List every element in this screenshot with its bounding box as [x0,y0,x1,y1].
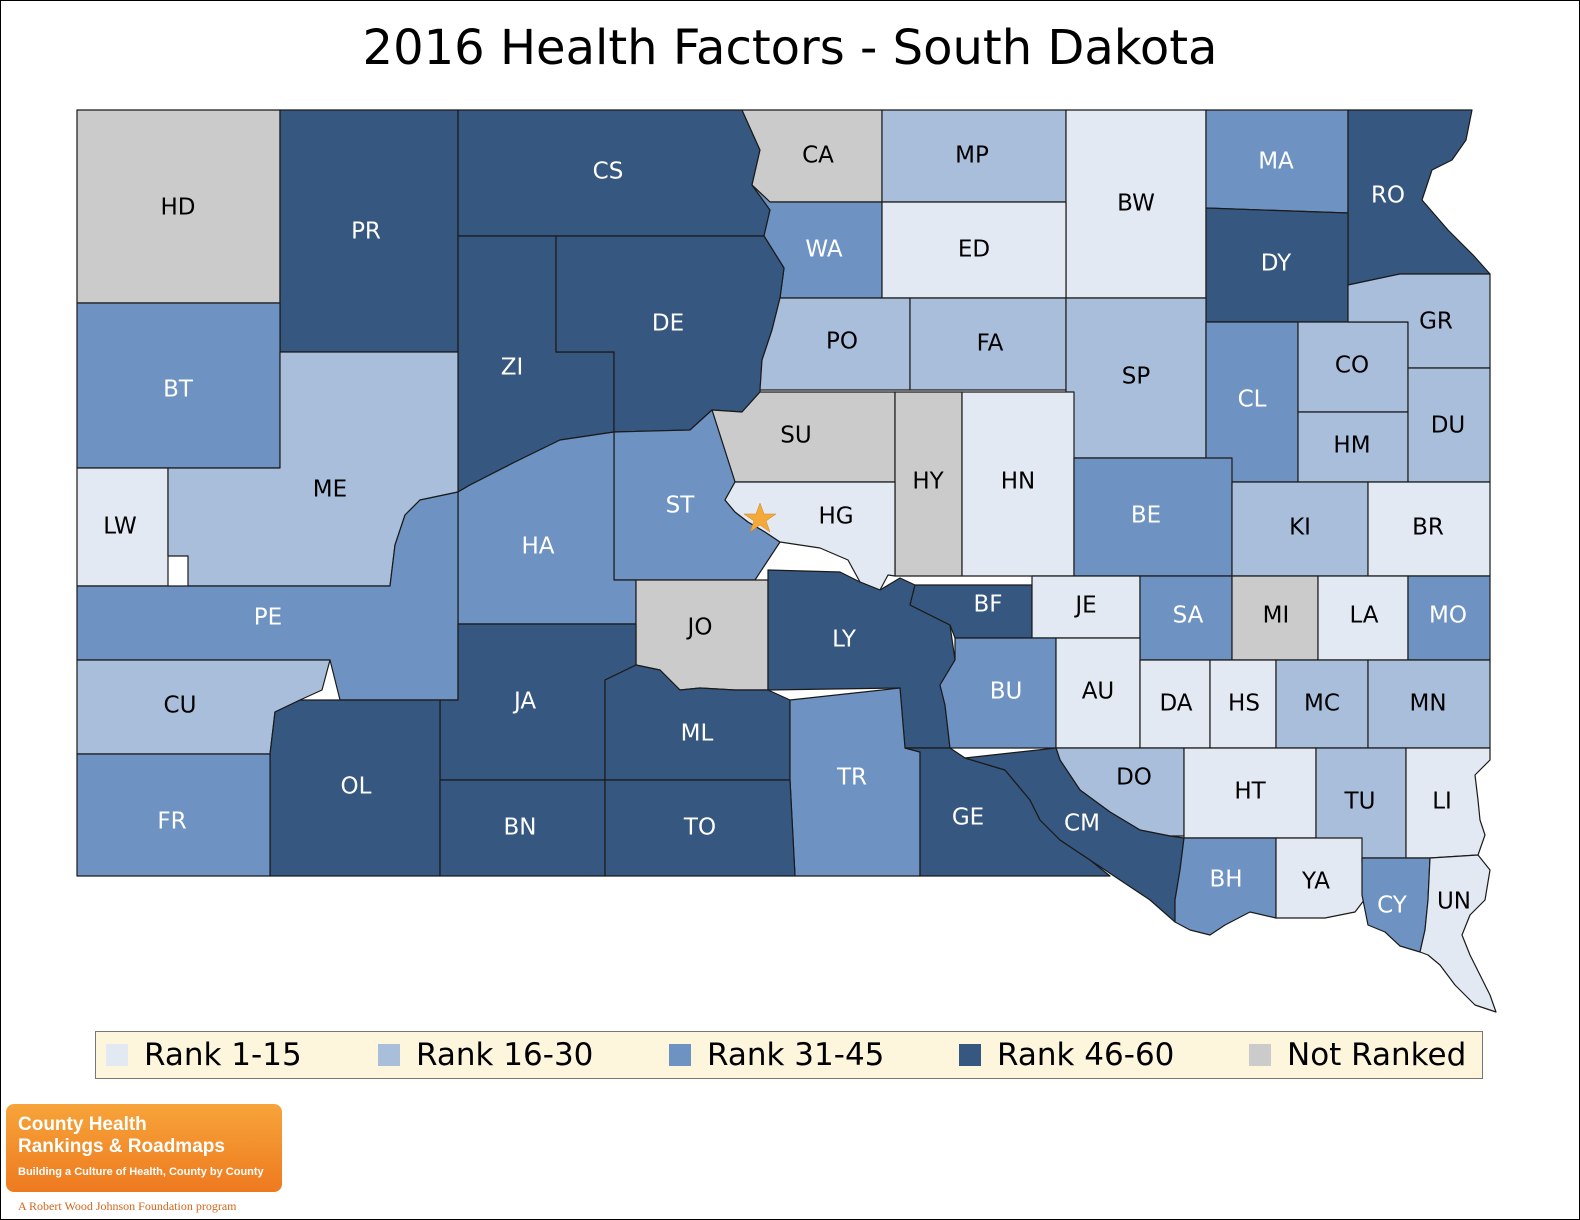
capital-star-icon [743,502,777,533]
legend-label: Rank 16-30 [416,1037,594,1073]
logo-title-line2: Rankings & Roadmaps [18,1136,225,1157]
county-label-st: ST [666,493,696,519]
legend-label: Rank 1-15 [144,1037,302,1073]
legend-item-not-ranked: Not Ranked [1249,1032,1466,1078]
county-label-da: DA [1159,691,1192,717]
legend-label: Rank 46-60 [997,1037,1175,1073]
county-label-ha: HA [521,534,554,560]
county-label-lw: LW [103,514,136,540]
county-label-tu: TU [1344,789,1376,815]
legend-item-rank-1-15: Rank 1-15 [106,1032,302,1078]
legend-label: Not Ranked [1287,1037,1467,1073]
county-label-cy: CY [1377,893,1408,919]
county-label-pr: PR [351,219,381,245]
county-label-ro: RO [1371,183,1405,209]
county-label-ge: GE [952,805,984,831]
county-label-hd: HD [160,195,195,221]
county-label-zi: ZI [501,355,524,381]
county-label-be: BE [1131,503,1161,529]
county-label-li: LI [1432,789,1452,815]
county-label-su: SU [780,423,811,449]
county-label-cm: CM [1064,811,1100,837]
county-label-do: DO [1116,765,1152,791]
county-un [1419,854,1497,1013]
county-label-dy: DY [1261,251,1292,277]
county-label-hg: HG [818,504,853,530]
county-label-po: PO [826,329,858,355]
county-label-mi: MI [1263,603,1290,629]
county-label-au: AU [1082,679,1115,705]
county-label-bw: BW [1117,191,1155,217]
county-label-ki: KI [1289,515,1311,541]
county-label-ml: ML [681,721,714,747]
county-label-ht: HT [1234,779,1266,805]
logo-title-line1: County Health [18,1114,147,1135]
county-label-hn: HN [1001,469,1036,495]
county-label-wa: WA [805,237,842,263]
legend-label: Rank 31-45 [707,1037,885,1073]
county-label-la: LA [1349,603,1378,629]
county-label-hs: HS [1228,691,1260,717]
county-label-ed: ED [958,237,990,263]
county-label-bt: BT [163,377,194,403]
county-label-ma: MA [1258,149,1294,175]
county-label-sa: SA [1173,603,1204,629]
county-label-br: BR [1412,515,1444,541]
county-label-de: DE [652,311,684,337]
legend-swatch [378,1044,400,1066]
county-to [604,779,796,877]
county-label-bn: BN [504,815,537,841]
county-label-bu: BU [990,679,1023,705]
county-label-ca: CA [802,143,834,169]
county-label-ol: OL [341,774,372,800]
legend-item-rank-46-60: Rank 46-60 [959,1032,1174,1078]
map-title: 2016 Health Factors - South Dakota [362,20,1218,76]
county-label-cl: CL [1238,387,1267,413]
county-label-gr: GR [1419,309,1453,335]
county-label-du: DU [1431,413,1466,439]
county-fr [76,753,271,877]
county-label-to: TO [683,815,716,841]
rwjf-attribution: A Robert Wood Johnson Foundation program [18,1199,237,1213]
county-label-tr: TR [836,765,867,791]
county-label-mo: MO [1429,603,1467,629]
county-ro [1347,109,1491,286]
legend-swatch [959,1044,981,1066]
county-label-sp: SP [1122,364,1151,390]
county-label-ja: JA [512,689,536,715]
county-label-ly: LY [832,627,857,653]
county-label-fr: FR [157,809,186,835]
legend-item-rank-16-30: Rank 16-30 [378,1032,593,1078]
county-health-rankings-logo: County Health Rankings & Roadmaps Buildi… [6,1104,282,1192]
legend-swatch [669,1044,691,1066]
county-label-cu: CU [164,693,197,719]
county-label-me: ME [313,477,347,503]
county-ol [269,699,441,877]
county-label-je: JE [1073,593,1096,619]
county-label-mn: MN [1409,691,1446,717]
county-label-mc: MC [1304,691,1340,717]
county-label-ya: YA [1301,869,1330,895]
logo-tagline: Building a Culture of Health, County by … [18,1166,264,1178]
legend-item-rank-31-45: Rank 31-45 [669,1032,884,1078]
county-label-bf: BF [973,592,1002,618]
county-label-un: UN [1437,889,1471,915]
county-label-fa: FA [977,331,1004,357]
county-label-co: CO [1335,353,1369,379]
county-label-bh: BH [1209,867,1242,893]
county-label-mp: MP [955,143,989,169]
county-label-pe: PE [254,605,282,631]
county-label-hm: HM [1333,433,1370,459]
legend-swatch [106,1044,128,1066]
legend-swatch [1249,1044,1271,1066]
county-hg [724,481,896,591]
map-legend: Rank 1-15 Rank 16-30 Rank 31-45 Rank 46-60 N… [95,1031,1483,1079]
county-label-cs: CS [593,159,624,185]
county-label-jo: JO [686,615,713,641]
county-ya [1275,837,1369,919]
county-label-hy: HY [912,469,944,495]
